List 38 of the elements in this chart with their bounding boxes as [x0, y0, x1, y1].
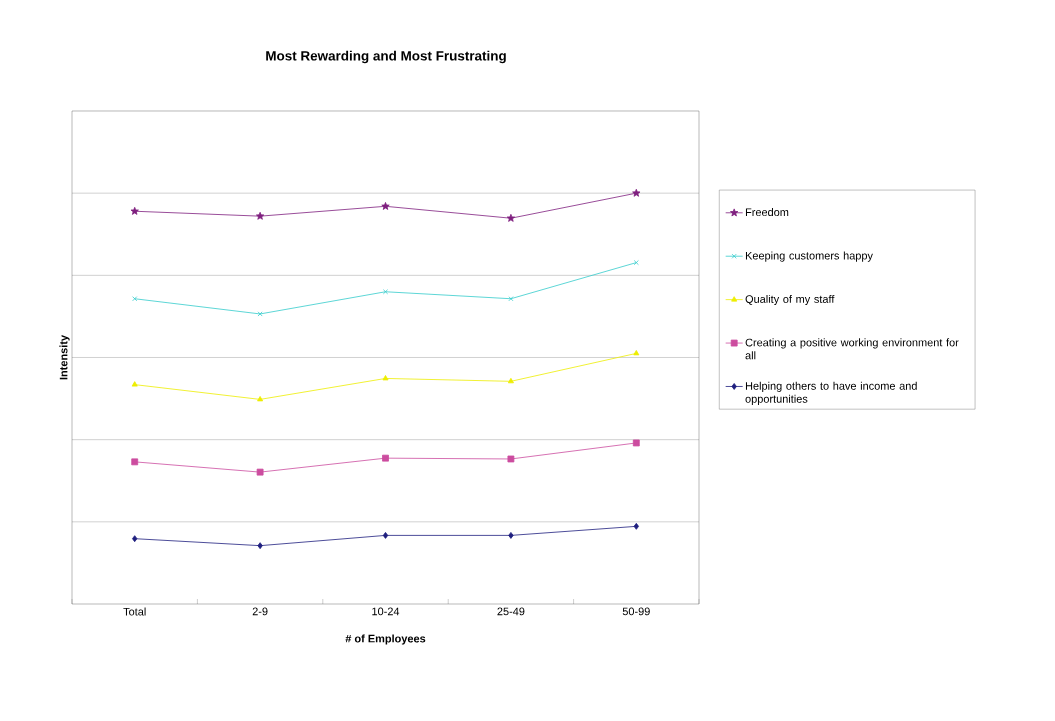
- point: [382, 375, 389, 381]
- point: [132, 535, 138, 543]
- point: [632, 188, 641, 197]
- point: [633, 260, 639, 266]
- x-tick-label: 25-49: [497, 607, 525, 616]
- point: [633, 349, 640, 356]
- point: [130, 206, 139, 215]
- point: [382, 531, 389, 539]
- legend-label: Freedom: [745, 208, 789, 217]
- legend-label: Helping others to have income and opportunities: [745, 381, 917, 405]
- legend-label: Keeping customers happy: [745, 251, 873, 262]
- point: [508, 531, 514, 539]
- point: [257, 542, 263, 550]
- point: [257, 311, 263, 317]
- legend-label: Quality of my staff: [745, 294, 835, 306]
- point: [255, 211, 265, 220]
- x-tick-label: 10-24: [372, 607, 400, 616]
- point: [132, 296, 138, 302]
- point: [632, 439, 640, 447]
- point: [131, 458, 139, 466]
- point: [507, 377, 514, 384]
- y-axis-title: Intensity: [59, 335, 70, 380]
- x-axis-title: # of Employees: [345, 634, 426, 645]
- legend-label: Creating a positive working environment for all: [745, 338, 959, 360]
- point: [507, 455, 515, 463]
- chart-title: Most Rewarding and Most Frustrating: [266, 50, 506, 64]
- point: [381, 202, 390, 210]
- point: [256, 468, 264, 476]
- point: [506, 213, 516, 222]
- x-tick-label: 2-9: [252, 607, 268, 616]
- point: [508, 296, 514, 302]
- x-tick-label: 50-99: [622, 607, 650, 616]
- point: [382, 454, 389, 462]
- x-tick-label: Total: [123, 607, 146, 616]
- point: [257, 396, 264, 402]
- point: [131, 381, 138, 387]
- point: [633, 522, 639, 530]
- point: [382, 289, 389, 295]
